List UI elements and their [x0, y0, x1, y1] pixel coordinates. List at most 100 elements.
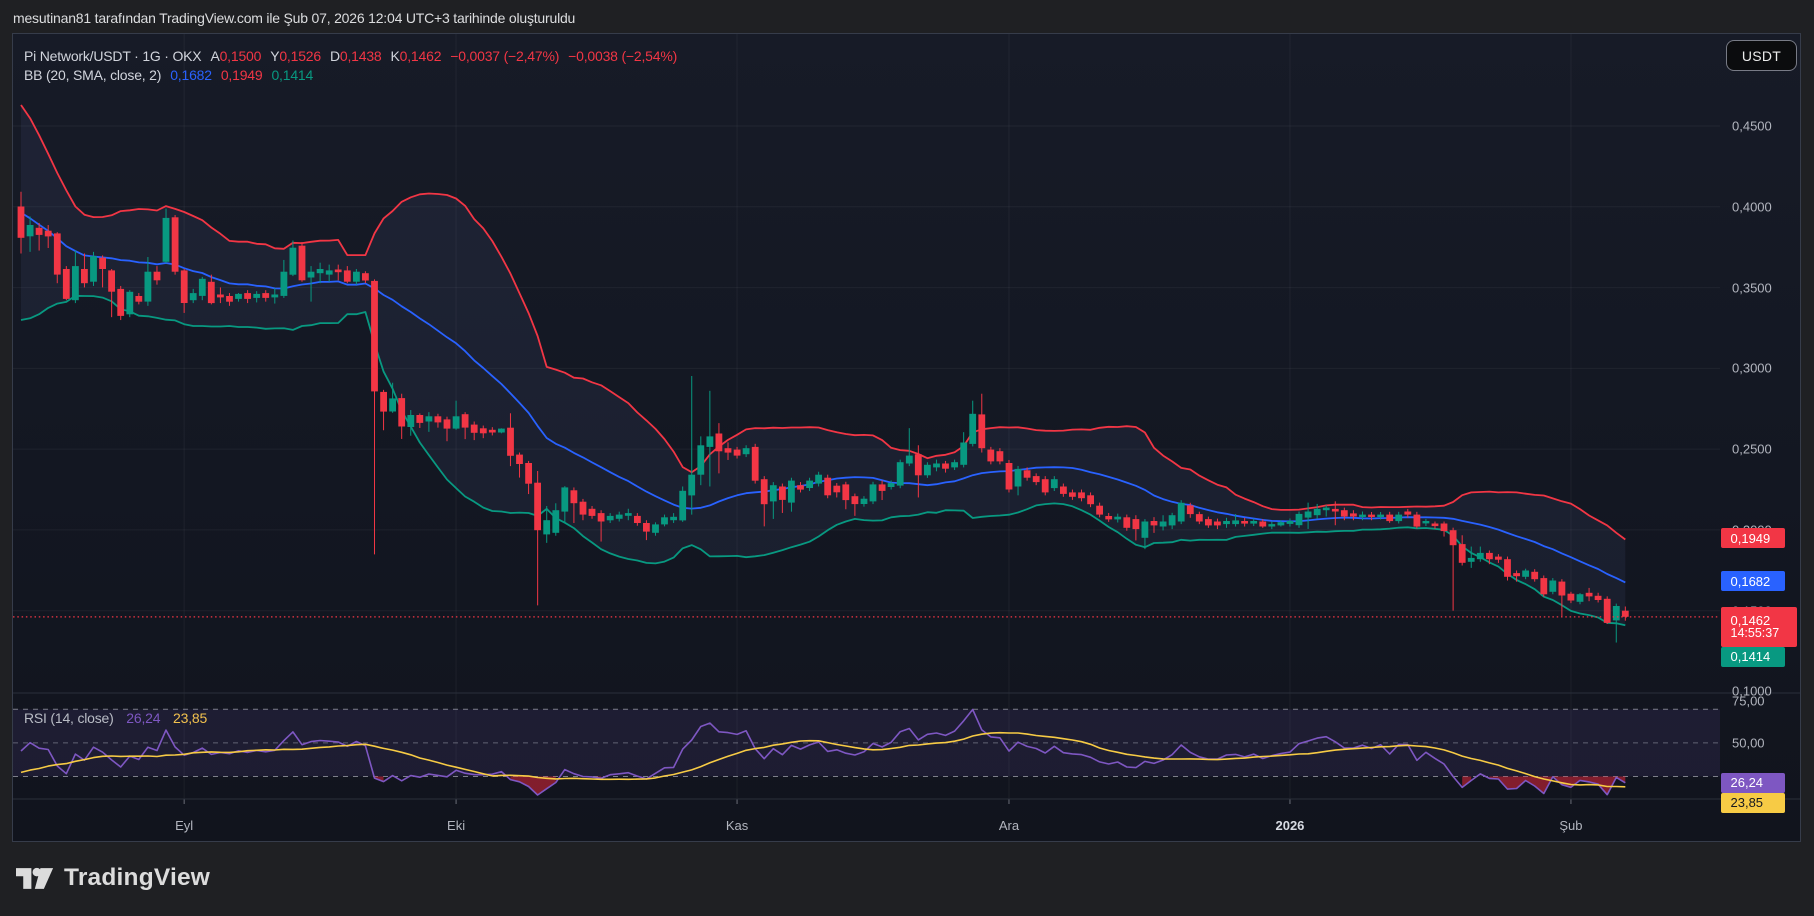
candle-body [253, 293, 261, 298]
candle-body [262, 293, 270, 298]
price-tick-label: 0,3500 [1732, 280, 1772, 296]
candle-body [1404, 511, 1412, 515]
candle-body [1232, 520, 1239, 525]
candle-body [1313, 508, 1321, 516]
candle-body [108, 270, 115, 292]
candle-body [452, 416, 460, 429]
candle-body [353, 271, 360, 282]
candle-body [362, 273, 369, 281]
rsi-indicator-label[interactable]: RSI (14, close) [24, 710, 114, 726]
chart-panel[interactable]: Pi Network/USDT · 1G · OKX A0,1500 Y0,15… [12, 33, 1801, 842]
rsi-legend: RSI (14, close) 26,24 23,85 [24, 710, 207, 726]
bollinger-lower-line [20, 294, 1626, 627]
candle-body [824, 477, 832, 496]
candle-body [1585, 592, 1593, 597]
candle-body [1413, 514, 1421, 527]
candle-body [1032, 476, 1040, 483]
exchange-label: OKX [172, 48, 202, 64]
symbol-name: Pi Network/USDT [24, 48, 131, 64]
bb-upper-value: 0,1949 [220, 67, 263, 83]
candle-body [1359, 514, 1366, 517]
candle-body [670, 516, 677, 521]
bb-basis-axis-label: 0,1682 [1720, 571, 1785, 592]
candle-body [380, 391, 387, 412]
rsi-oversold-fill [510, 776, 556, 795]
candle-body [1350, 513, 1357, 517]
candle-body [180, 270, 188, 303]
price-tick-label: 0,3000 [1732, 360, 1772, 376]
candle-body [35, 227, 43, 235]
candle-body [1150, 521, 1158, 526]
candle-body [960, 442, 968, 465]
candle-body [72, 266, 79, 301]
ohlc-open: A0,1500 [210, 47, 261, 66]
candle-body [389, 398, 396, 412]
candle-body [1141, 521, 1149, 538]
candle-body [443, 419, 451, 429]
ohlc-letter: D [329, 48, 340, 64]
ohlc-letter: K [390, 48, 400, 64]
last-price-box-content: 0,1462 14:55:37 [1731, 614, 1780, 640]
candle-body [325, 270, 333, 275]
candle-body [905, 455, 913, 464]
candle-body [1467, 557, 1475, 562]
candle-body [1050, 479, 1058, 489]
candle-body [334, 269, 342, 273]
candle-body [516, 454, 523, 464]
rsi-ma-axis-label: 23,85 [1720, 792, 1785, 813]
ohlc-close: K0,1462 [391, 47, 442, 66]
candle-body [1422, 521, 1430, 524]
candle-body [1531, 571, 1539, 580]
rsi-ma-axis-value: 23,85 [1730, 795, 1764, 811]
candle-body [987, 449, 995, 462]
chart-canvas[interactable] [13, 34, 1800, 841]
rsi-band-fill [13, 709, 1720, 777]
candle-body [543, 520, 551, 535]
candle-body [1268, 524, 1276, 527]
candle-body [924, 464, 931, 476]
bb-upper-axis-label: 0,1949 [1720, 528, 1785, 549]
candle-body [1132, 519, 1140, 530]
logo-glyph-one [16, 867, 32, 889]
candle-body [271, 294, 279, 298]
bb-basis-axis-value: 0,1682 [1730, 573, 1771, 589]
candle-body [1114, 516, 1122, 520]
tradingview-logo[interactable]: TradingView [16, 864, 210, 892]
candle-body [498, 428, 505, 433]
bar-countdown: 14:55:37 [1730, 625, 1780, 640]
ohlc-letter: A [210, 48, 220, 64]
currency-toggle-button[interactable]: USDT [1726, 40, 1797, 71]
time-tick-label: Ara [998, 818, 1020, 833]
candle-body [733, 449, 741, 456]
candle-body [1078, 492, 1085, 499]
candle-body [788, 480, 795, 503]
candle-body [561, 487, 569, 512]
candle-body [933, 463, 940, 468]
candle-body [1096, 505, 1103, 515]
candle-body [751, 446, 759, 481]
candle-body [887, 483, 895, 487]
candle-body [1504, 559, 1511, 577]
candle-body [280, 271, 288, 296]
symbol-title[interactable]: Pi Network/USDT · 1G · OKX [24, 47, 202, 66]
rsi-ma-value: 23,85 [173, 710, 208, 726]
candle-body [1395, 514, 1403, 522]
candle-body [1241, 521, 1248, 524]
candle-body [679, 490, 687, 521]
candle-body [1368, 514, 1375, 517]
candle-body [126, 291, 134, 315]
bb-indicator-label[interactable]: BB (20, SMA, close, 2) [24, 67, 162, 83]
candle-body [951, 462, 958, 468]
candle-body [688, 474, 696, 496]
price-tick-label: 0,4500 [1732, 118, 1772, 134]
rsi-axis-value: 26,24 [1730, 775, 1764, 791]
candle-body [634, 515, 641, 523]
candle-body [1431, 523, 1439, 527]
candle-body [1558, 581, 1566, 596]
time-tick-label: Şub [1559, 818, 1583, 833]
rsi-tick-label: 75,00 [1732, 693, 1765, 709]
candle-body [189, 293, 197, 301]
ohlc-value: 0,1462 [399, 48, 442, 64]
candle-body [1277, 522, 1285, 526]
candle-body [1522, 570, 1529, 577]
